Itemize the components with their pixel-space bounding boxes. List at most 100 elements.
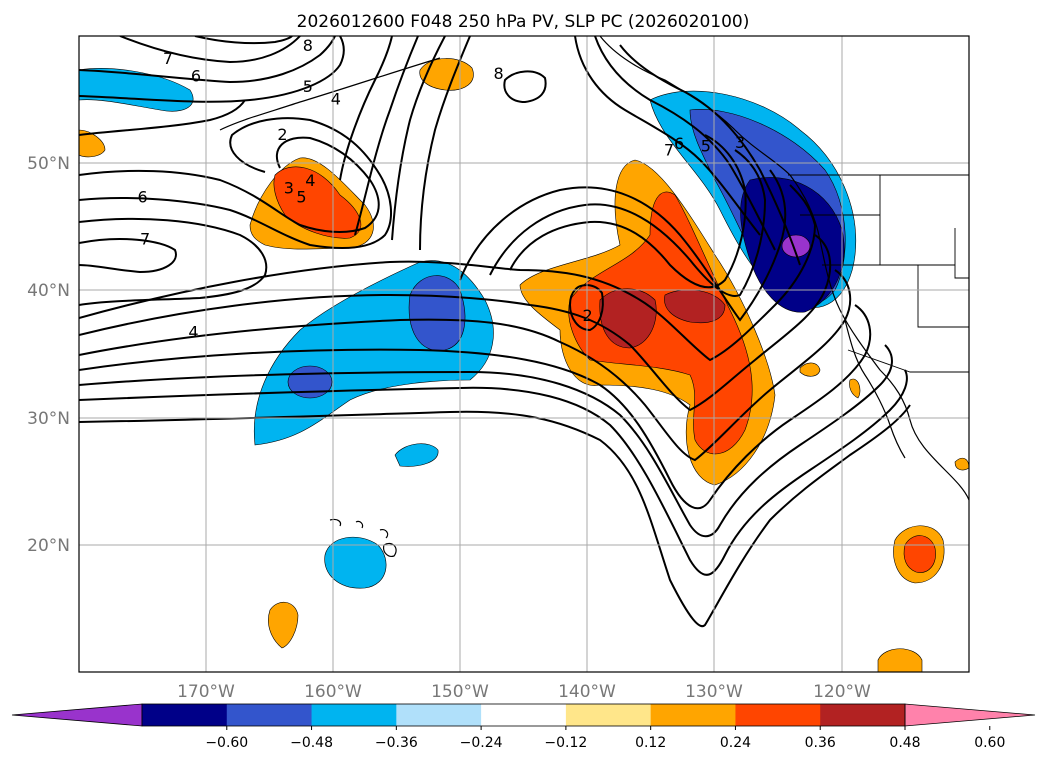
slp-contour-label: 8 — [493, 64, 503, 83]
lon-label-150w: 150°W — [431, 682, 489, 702]
slp-contour-line — [489, 149, 767, 297]
coastline-hawaii — [329, 518, 397, 557]
slp-contour-label: 4 — [188, 322, 198, 341]
colorbar-segment — [396, 704, 482, 726]
slp-contour-line — [619, 44, 801, 266]
slp-contour-label: 5 — [303, 77, 313, 96]
slp-contour-label: 3 — [735, 133, 745, 152]
colorbar-tick-label: −0.12 — [544, 735, 587, 751]
slp-contour-label: 2 — [277, 125, 287, 144]
slp-contour-line — [79, 234, 832, 412]
slp-contour-label: 6 — [674, 134, 684, 153]
pv-positive-core-east — [568, 191, 753, 455]
coastlines — [219, 36, 969, 557]
colorbar-frame — [141, 703, 906, 727]
slp-contour-label: 7 — [140, 230, 150, 249]
colorbar-segment — [650, 704, 736, 726]
lat-label-40n: 40°N — [27, 281, 70, 301]
slp-contour-line — [568, 284, 604, 332]
slp-contour-line — [594, 36, 776, 251]
border-mexico-us — [847, 349, 969, 373]
slp-contour-label: 5 — [701, 137, 711, 156]
pv-negative-small-blob — [394, 443, 439, 467]
pv-positive-blob-bottom — [877, 648, 923, 672]
slp-contour-label: 7 — [163, 49, 173, 68]
slp-contour-line — [79, 269, 852, 462]
gridlines — [79, 36, 969, 672]
colorbar-tick-label: 0.12 — [635, 735, 666, 751]
slp-contour-line — [194, 36, 293, 45]
slp-contour-line — [459, 169, 787, 322]
slp-contour-line — [509, 134, 747, 289]
lon-label-160w: 160°W — [304, 682, 362, 702]
lon-label-120w: 120°W — [813, 682, 871, 702]
slp-contour-line — [419, 36, 471, 251]
colorbar-extend-max — [904, 703, 1036, 727]
lat-label-20n: 20°N — [27, 536, 70, 556]
pv-positive-blob-south — [268, 602, 299, 649]
coastline-north-america — [599, 36, 969, 501]
slp-contour-label: 2 — [582, 306, 592, 325]
colorbar-segment — [820, 704, 906, 726]
lon-label-170w: 170°W — [177, 682, 235, 702]
slp-contour-line — [79, 344, 893, 538]
slp-contour-label: 5 — [296, 188, 306, 207]
slp-contour-label: 7 — [664, 140, 674, 159]
slp-contour-line — [391, 36, 446, 241]
map-frame-background — [79, 36, 969, 672]
pv-positive-blob-mexico — [849, 378, 861, 399]
colorbar-tick-label: 0.48 — [889, 735, 920, 751]
slp-contour-line — [503, 70, 547, 104]
pv-negative-core-central-small — [287, 365, 333, 399]
slp-contour-line — [79, 369, 908, 576]
lat-label-50n: 50°N — [27, 154, 70, 174]
colorbar-tick-label: 0.36 — [805, 735, 836, 751]
colorbar-segment — [735, 704, 821, 726]
slp-contour-label: 3 — [284, 179, 294, 198]
slp-contour-label: 6 — [137, 188, 147, 207]
slp-contour-line — [354, 36, 419, 236]
coastline-aleutians — [219, 57, 441, 131]
slp-contour-line — [79, 238, 177, 274]
slp-contour-label: 6 — [191, 67, 201, 86]
colorbar-segment — [481, 704, 567, 726]
pv-negative-peak-northeast — [781, 234, 811, 258]
pv-positive-core-southeast — [903, 535, 936, 573]
border-nevada-arizona — [917, 265, 969, 328]
slp-contour-line — [79, 117, 392, 249]
figure-title: 2026012600 F048 250 hPa PV, SLP PC (2026… — [297, 12, 750, 32]
map-frame-border — [78, 35, 970, 673]
slp-contour-line — [574, 36, 761, 236]
slp-contour-line — [339, 36, 393, 181]
political-borders — [788, 174, 969, 373]
pv-positive-blob-small-west — [79, 129, 106, 158]
longitude-axis-labels: 170°W 160°W 150°W 140°W 130°W 120°W — [177, 682, 871, 702]
slp-contour-line — [79, 99, 246, 136]
lon-label-140w: 140°W — [558, 682, 616, 702]
slp-contour-label: 4 — [305, 171, 315, 190]
pv-positive-core-west — [273, 166, 362, 239]
slp-contour-line — [119, 36, 301, 64]
border-state-east — [879, 175, 969, 279]
slp-contour-label: 8 — [303, 36, 313, 55]
colorbar-tick-label: −0.36 — [375, 735, 418, 751]
colorbar-tick-label: 0.60 — [974, 735, 1005, 751]
colorbar-segment — [142, 704, 228, 726]
lat-label-30n: 30°N — [27, 409, 70, 429]
colorbar-tick-label: −0.60 — [205, 735, 248, 751]
colorbar-tick-label: −0.48 — [290, 735, 333, 751]
slp-contour-label: 4 — [331, 90, 341, 109]
slp-contour-line — [79, 136, 380, 233]
slp-contour-line — [79, 304, 872, 510]
pv-negative-region-hawaii — [324, 536, 387, 589]
slp-contour-line — [79, 217, 268, 306]
slp-contour-line — [79, 36, 336, 84]
pv-negative-core-central — [408, 275, 466, 351]
colorbar-segment — [226, 704, 313, 726]
colorbar-segment — [565, 704, 652, 726]
slp-contour-line — [79, 184, 817, 362]
colorbar-tick-label: −0.24 — [460, 735, 503, 751]
